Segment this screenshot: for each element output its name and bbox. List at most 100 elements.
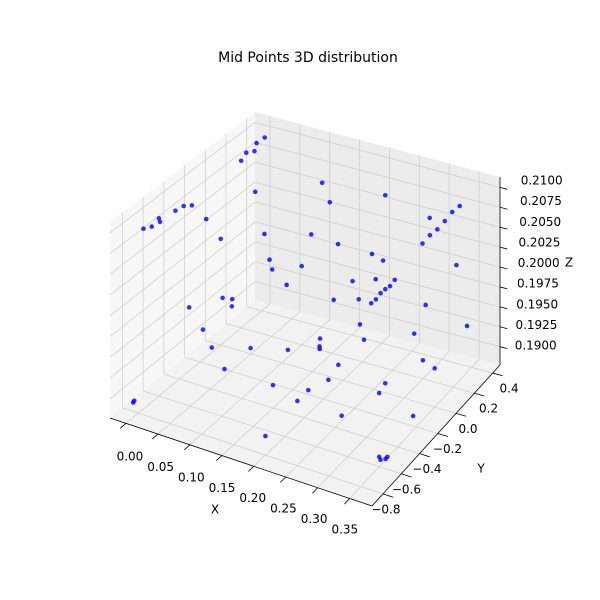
grid-line [157, 311, 301, 435]
grid-line [189, 319, 330, 446]
grid-line [109, 261, 256, 379]
chart-title: Mid Points 3D distribution [218, 50, 398, 66]
y-tick-label: 0.2 [479, 402, 498, 416]
grid-line [253, 335, 390, 467]
point [350, 278, 355, 284]
point [181, 203, 186, 209]
tick-mark [499, 286, 508, 290]
point [248, 345, 253, 351]
point [270, 382, 276, 388]
tick-mark [499, 226, 508, 230]
point [252, 148, 257, 154]
grid-line [184, 356, 438, 434]
point [131, 398, 137, 404]
grid-line [122, 407, 384, 495]
z-tick-label: 0.2000 [518, 256, 560, 270]
point [331, 297, 337, 303]
point [373, 276, 378, 282]
tick-mark [216, 455, 223, 461]
y-tick-label: −0.6 [392, 482, 421, 496]
grid-line [109, 181, 256, 296]
tick-mark [499, 186, 508, 190]
grid-line [109, 241, 256, 358]
grid-line [109, 161, 256, 275]
x-axis-label: X [211, 503, 219, 517]
point [156, 216, 162, 221]
point [383, 286, 388, 292]
point [267, 257, 272, 263]
point [203, 216, 209, 222]
grid-line [109, 122, 256, 234]
tick-mark [499, 246, 508, 250]
point [285, 347, 291, 353]
grid-line [246, 306, 493, 374]
tick-mark [419, 453, 430, 458]
grid-line [254, 121, 501, 188]
point [295, 398, 300, 404]
grid-line [254, 241, 501, 308]
point [423, 302, 428, 308]
y-tick-label: 0.0 [458, 422, 477, 436]
grid-line [221, 327, 360, 456]
z-tick-label: 0.2075 [520, 194, 562, 208]
point [368, 300, 374, 306]
point [382, 193, 388, 198]
point [361, 337, 367, 342]
grid-line [205, 340, 457, 414]
point [238, 158, 244, 164]
z-tick-label: 0.1900 [515, 339, 557, 353]
point [357, 322, 363, 327]
point [376, 390, 382, 396]
point [420, 241, 425, 246]
point [420, 357, 426, 363]
point [243, 150, 249, 156]
tick-mark [499, 326, 508, 330]
point [376, 454, 382, 460]
grid-line [254, 141, 501, 208]
point [317, 336, 323, 341]
grid-line [109, 201, 256, 317]
point [189, 203, 195, 208]
point [229, 304, 235, 309]
x-tick-label: 0.00 [117, 450, 144, 464]
y-tick-label: −0.4 [412, 462, 441, 476]
x-tick-label: 0.25 [270, 502, 297, 516]
tick-mark [499, 306, 508, 310]
tick-mark [344, 498, 350, 505]
point [435, 227, 440, 232]
point [427, 215, 432, 221]
point [449, 209, 455, 215]
tick-mark [184, 444, 191, 451]
point [149, 224, 155, 229]
grid-line [254, 261, 501, 328]
grid-line [125, 303, 271, 424]
point [222, 366, 227, 372]
grid-line [109, 281, 256, 400]
point [200, 327, 206, 332]
grid-line [349, 359, 480, 499]
grid-line [254, 201, 501, 268]
point [410, 413, 416, 419]
y-axis-label: Y [476, 462, 485, 476]
grid-line [143, 390, 402, 475]
tick-mark [492, 372, 503, 377]
point [186, 305, 192, 310]
x-tick-label: 0.10 [178, 470, 205, 484]
point [308, 232, 314, 237]
x-tick-label: 0.35 [331, 523, 358, 537]
point [457, 203, 462, 209]
x-axis-line [109, 417, 373, 507]
point [442, 218, 448, 224]
point [263, 433, 268, 439]
point [382, 380, 388, 386]
tick-mark [499, 266, 508, 270]
z-axis-label: Z [565, 256, 573, 270]
y-tick-label: −0.2 [433, 442, 462, 456]
grid-line [254, 281, 501, 348]
tick-mark [456, 412, 467, 417]
z-tick-label: 0.1950 [516, 297, 558, 311]
point [411, 331, 417, 336]
x-pane [110, 112, 255, 418]
point [284, 282, 289, 288]
